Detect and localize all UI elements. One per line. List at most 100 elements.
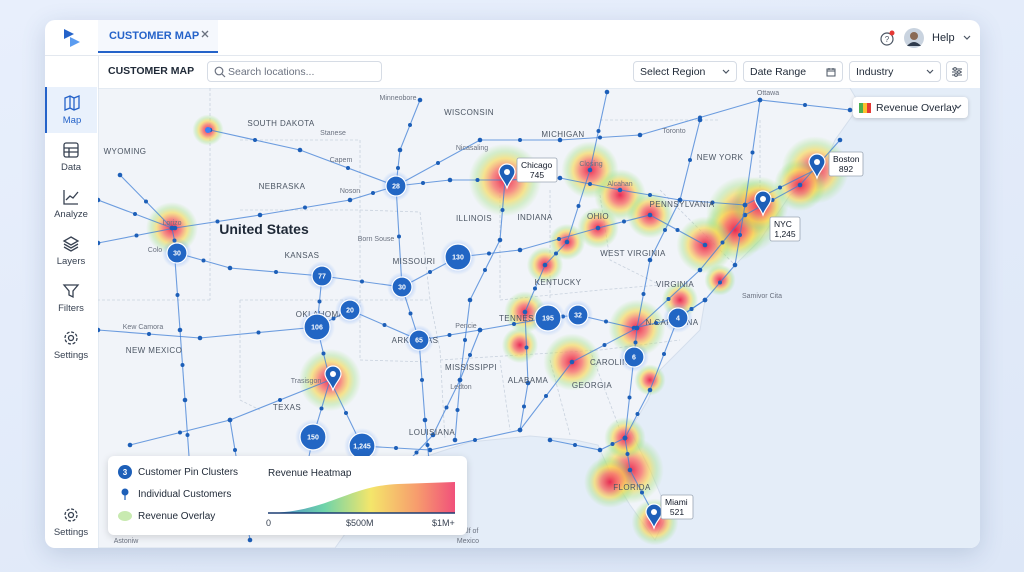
customer-dot[interactable] (518, 138, 522, 142)
customer-dot[interactable] (533, 286, 537, 291)
customer-dot[interactable] (512, 322, 516, 326)
customer-dot[interactable] (127, 442, 133, 448)
customer-dot[interactable] (497, 237, 503, 243)
customer-dot[interactable] (233, 448, 237, 452)
customer-dot[interactable] (698, 115, 702, 120)
nav-item[interactable]: Filters (45, 275, 97, 321)
customer-dot[interactable] (447, 333, 452, 337)
customer-dot[interactable] (396, 166, 400, 170)
customer-dot[interactable] (610, 442, 615, 446)
customer-dot[interactable] (467, 297, 473, 303)
customer-dot[interactable] (425, 443, 430, 447)
customer-dot[interactable] (742, 202, 748, 208)
customer-dot[interactable] (477, 327, 483, 333)
customer-dot[interactable] (648, 193, 652, 197)
customer-dot[interactable] (169, 225, 175, 231)
customer-dot[interactable] (457, 377, 463, 383)
search-input[interactable]: Search locations... (207, 61, 382, 82)
customer-dot[interactable] (182, 397, 188, 403)
customer-dot[interactable] (595, 225, 601, 231)
customer-dot[interactable] (201, 258, 206, 263)
customer-dot[interactable] (517, 427, 523, 433)
customer-dot[interactable] (557, 175, 563, 181)
customer-dot[interactable] (797, 182, 803, 188)
customer-dot[interactable] (640, 490, 644, 495)
customer-dot[interactable] (617, 187, 623, 193)
customer-dot[interactable] (627, 395, 632, 400)
customer-dot[interactable] (477, 137, 483, 143)
customer-dot[interactable] (317, 299, 322, 304)
cluster[interactable]: 1,245 (344, 428, 380, 464)
cluster[interactable]: 30 (162, 238, 192, 268)
customer-dot[interactable] (408, 123, 412, 127)
customer-dot[interactable] (247, 537, 253, 543)
customer-dot[interactable] (468, 353, 472, 357)
cluster[interactable]: 150 (295, 419, 331, 455)
customer-dot[interactable] (522, 309, 528, 315)
customer-dot[interactable] (430, 432, 436, 438)
nav-item[interactable]: Map (45, 87, 97, 133)
customer-dot[interactable] (637, 132, 643, 138)
customer-dot[interactable] (544, 394, 548, 398)
customer-dot[interactable] (428, 270, 432, 274)
tab[interactable]: CUSTOMER MAP (98, 20, 218, 53)
cluster[interactable]: 130 (440, 239, 476, 275)
customer-dot[interactable] (547, 437, 553, 443)
customer-dot[interactable] (688, 158, 692, 162)
customer-dot[interactable] (598, 135, 602, 140)
customer-dot[interactable] (147, 332, 151, 336)
logo[interactable] (45, 20, 98, 55)
customer-dot[interactable] (205, 127, 211, 133)
customer-dot[interactable] (144, 199, 148, 204)
cluster[interactable]: 20 (335, 295, 365, 325)
cluster[interactable]: 28 (381, 171, 411, 201)
customer-dot[interactable] (420, 378, 424, 382)
customer-dot[interactable] (297, 147, 303, 153)
customer-dot[interactable] (587, 167, 593, 173)
customer-dot[interactable] (133, 212, 137, 216)
customer-dot[interactable] (483, 268, 487, 272)
customer-dot[interactable] (180, 363, 185, 367)
map[interactable]: United States SOUTH DAKOTA WISCONSIN MICHIG… (98, 88, 980, 548)
customer-dot[interactable] (569, 359, 575, 365)
customer-dot[interactable] (557, 137, 563, 143)
customer-dot[interactable] (134, 233, 139, 238)
customer-dot[interactable] (622, 435, 628, 441)
customer-dot[interactable] (635, 412, 640, 416)
customer-dot[interactable] (702, 242, 708, 248)
customer-dot[interactable] (414, 450, 419, 455)
customer-dot[interactable] (647, 257, 653, 263)
cluster[interactable]: 4 (663, 303, 693, 333)
customer-dot[interactable] (517, 247, 523, 253)
customer-dot[interactable] (185, 433, 190, 437)
customer-dot[interactable] (215, 219, 220, 224)
cluster[interactable]: 77 (307, 261, 337, 291)
customer-dot[interactable] (597, 447, 603, 453)
cluster[interactable]: 195 (530, 300, 566, 336)
cluster[interactable]: 32 (563, 300, 593, 330)
cluster[interactable]: 30 (387, 272, 417, 302)
customer-dot[interactable] (421, 181, 425, 185)
customer-dot[interactable] (837, 137, 843, 143)
customer-dot[interactable] (408, 311, 413, 316)
customer-dot[interactable] (524, 345, 529, 350)
customer-dot[interactable] (588, 182, 592, 186)
customer-dot[interactable] (757, 97, 763, 103)
nav-item[interactable]: Settings (45, 499, 97, 545)
customer-dot[interactable] (319, 406, 324, 411)
date-range-select[interactable]: Date Range (743, 61, 843, 82)
customer-dot[interactable] (604, 319, 608, 324)
customer-dot[interactable] (278, 398, 282, 402)
customer-dot[interactable] (347, 197, 353, 203)
customer-dot[interactable] (702, 297, 708, 303)
customer-dot[interactable] (455, 408, 460, 412)
customer-dot[interactable] (473, 438, 477, 442)
cluster[interactable]: 65 (404, 325, 434, 355)
customer-dot[interactable] (803, 103, 807, 107)
customer-dot[interactable] (522, 404, 526, 409)
tab-close[interactable] (200, 29, 210, 39)
customer-dot[interactable] (554, 251, 558, 256)
